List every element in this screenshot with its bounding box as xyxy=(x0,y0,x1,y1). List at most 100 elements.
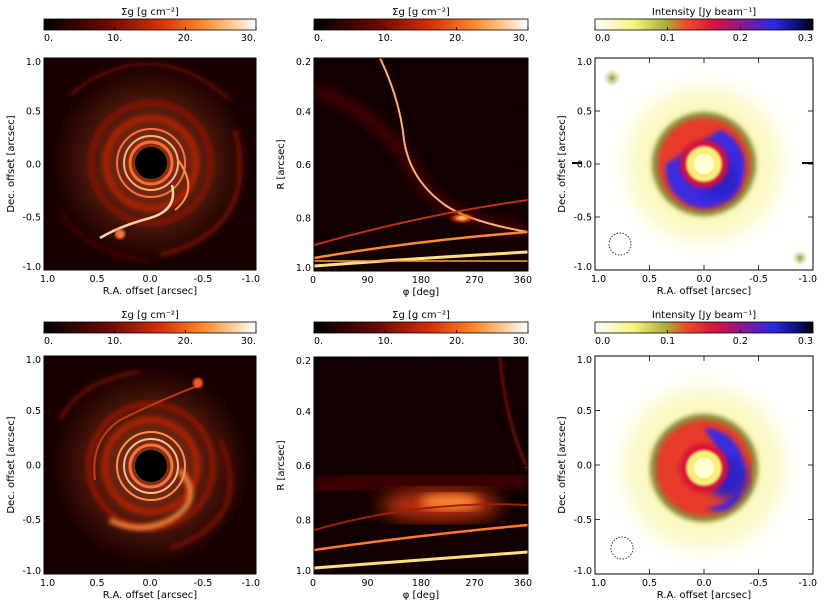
panel-5-xtick-label: 90 xyxy=(361,578,373,589)
panel-2-image xyxy=(314,58,528,271)
panel-2-xlabel: φ [deg] xyxy=(403,287,440,298)
colorbar-5-title: Σg [g cm⁻²] xyxy=(392,310,450,321)
panel-2-ytick-label: 1.0 xyxy=(296,263,311,274)
panel-6-xtick-label: 0.0 xyxy=(696,578,711,589)
colorbar-2-tick-label: 20. xyxy=(449,33,464,44)
colorbar-5-tick-label: 10. xyxy=(378,336,393,347)
panel-1-ytick-label: -0.5 xyxy=(22,213,41,224)
panel-2-ytick-label: 0.4 xyxy=(296,107,311,118)
panel-6-ytick-label: -1.0 xyxy=(573,566,592,577)
panel-5-xtick-label: 270 xyxy=(465,578,483,589)
panel-1-xlabel: R.A. offset [arcsec] xyxy=(103,286,198,297)
panel-2-xtick-label: 180 xyxy=(412,275,430,286)
panel-3-ylabel: Dec. offset [arcsec] xyxy=(557,115,568,212)
colorbar-3-tick-label: 0.1 xyxy=(660,33,675,44)
panel-1-image xyxy=(44,58,256,270)
panel-3-xtick-label: -0.5 xyxy=(749,274,768,285)
panel-2-xtick-label: 360 xyxy=(514,275,532,286)
colorbar-2-tick-label: 30. xyxy=(513,33,528,44)
panel-3-image xyxy=(595,58,813,270)
colorbar-4-title: Σg [g cm⁻²] xyxy=(121,310,179,321)
panel-5-xlabel: φ [deg] xyxy=(403,590,440,601)
panel-4-ylabel: Dec. offset [arcsec] xyxy=(6,416,17,513)
colorbar-1 xyxy=(43,18,257,31)
panel-6-ytick-label: 0.0 xyxy=(577,461,592,472)
panel-2-xtick-label: 0 xyxy=(310,275,316,286)
panel-4-xlabel: R.A. offset [arcsec] xyxy=(103,590,198,601)
panel-2-ytick-label: 0.8 xyxy=(296,213,311,224)
panel-5-ytick-label: 0.4 xyxy=(296,407,311,418)
panel-1-xtick-label: 0.5 xyxy=(89,274,104,285)
panel-5-xtick-label: 360 xyxy=(514,578,532,589)
colorbar-5-tick-label: 30. xyxy=(513,336,528,347)
panel-4-xtick-label: 1.0 xyxy=(40,578,55,589)
panel-5-ytick-label: 1.0 xyxy=(296,566,311,577)
colorbar-6-tick-label: 0.3 xyxy=(798,336,813,347)
panel-4-ytick-label: 1.0 xyxy=(26,355,41,366)
panel-1-ytick-label: 0.0 xyxy=(26,160,41,171)
panel-2-ylabel: R [arcsec] xyxy=(276,139,287,189)
colorbar-3-tick-label: 0.0 xyxy=(595,33,610,44)
axes-and-labels: 1.0 0.5 0.0 -0.5 -1.01.00.50.0-0.5-1.0R.A. o… xyxy=(6,7,817,601)
panel-4-ytick-label: 0.5 xyxy=(26,406,41,417)
panel-5-xtick-label: 180 xyxy=(412,578,430,589)
panel-1-xtick-label: 1.0 xyxy=(40,274,55,285)
colorbar-6-title: Intensity [Jy beam⁻¹] xyxy=(652,310,756,321)
panel-6-xtick-label: -0.5 xyxy=(749,578,768,589)
panel-5-xtick-label: 0 xyxy=(310,578,316,589)
colorbar-3-tick-label: 0.3 xyxy=(798,33,813,44)
colorbar-2-tick-label: 0. xyxy=(314,33,323,44)
panel-3-xtick-label: 0.5 xyxy=(642,274,657,285)
colorbar-4-tick-label: 20. xyxy=(178,336,193,347)
panel-5-ytick-label: 0.2 xyxy=(296,356,311,367)
panel-6-xtick-label: 0.5 xyxy=(642,578,657,589)
panel-2-ytick-label: 0.6 xyxy=(296,160,311,171)
panel-3-ytick-label: 0.5 xyxy=(577,107,592,118)
panel-1-xtick-label: 0.0 xyxy=(142,274,157,285)
panel-5-image xyxy=(314,357,528,574)
panel-5-ytick-label: 0.8 xyxy=(296,515,311,526)
panel-1-ytick-label: 1.0 xyxy=(26,57,41,68)
panel-3-ytick-label: -1.0 xyxy=(573,262,592,273)
colorbar-1-tick-label: 10. xyxy=(107,33,122,44)
colorbar-5 xyxy=(313,321,529,334)
panel-6-xtick-label: 1.0 xyxy=(591,578,606,589)
panel-1-ylabel: Dec. offset [arcsec] xyxy=(6,115,17,212)
colorbar-3-tick-label: 0.2 xyxy=(733,33,748,44)
panel-2-xtick-label: 90 xyxy=(361,275,373,286)
colorbar-2-tick-label: 10. xyxy=(378,33,393,44)
panel-4-xtick-label: -1.0 xyxy=(241,578,260,589)
panel-3-ytick-label: 0.0 xyxy=(577,160,592,171)
panel-3-ytick-label: 1.0 xyxy=(577,57,592,68)
panel-3-xtick-label: 0.0 xyxy=(696,274,711,285)
panel-1-ytick-label: -1.0 xyxy=(22,262,41,273)
colorbar-1-title: Σg [g cm⁻²] xyxy=(121,7,179,18)
panel-3-xtick-label: -1.0 xyxy=(798,274,817,285)
colorbar-4-tick-label: 10. xyxy=(107,336,122,347)
colorbar-6-tick-label: 0.2 xyxy=(733,336,748,347)
panel-6-image xyxy=(595,356,813,574)
panel-1-xtick-label: -0.5 xyxy=(194,274,213,285)
panel-6-ytick-label: 1.0 xyxy=(577,355,592,366)
panel-4-ytick-label: 0.0 xyxy=(26,461,41,472)
panel-4-xtick-label: 0.5 xyxy=(89,578,104,589)
panel-2-ytick-label: 0.2 xyxy=(296,57,311,68)
panel-4-ytick-label: -0.5 xyxy=(22,515,41,526)
colorbar-6 xyxy=(594,321,814,334)
panel-4-xtick-label: -0.5 xyxy=(194,578,213,589)
colorbar-3-title: Intensity [Jy beam⁻¹] xyxy=(652,7,756,18)
colorbar-3 xyxy=(594,18,814,31)
colorbar-5-tick-label: 20. xyxy=(449,336,464,347)
colorbar-5-tick-label: 0. xyxy=(314,336,323,347)
panel-3-xtick-label: 1.0 xyxy=(591,274,606,285)
colorbar-2-title: Σg [g cm⁻²] xyxy=(392,7,450,18)
colorbar-4 xyxy=(43,321,257,334)
panel-6-ytick-label: -0.5 xyxy=(573,515,592,526)
panel-4-image xyxy=(44,356,256,574)
panel-6-ytick-label: 0.5 xyxy=(577,406,592,417)
colorbar-6-tick-label: 0.0 xyxy=(595,336,610,347)
colorbar-4-tick-label: 0. xyxy=(44,336,53,347)
colorbar-2 xyxy=(313,18,529,31)
panel-3-xlabel: R.A. offset [arcsec] xyxy=(657,286,752,297)
